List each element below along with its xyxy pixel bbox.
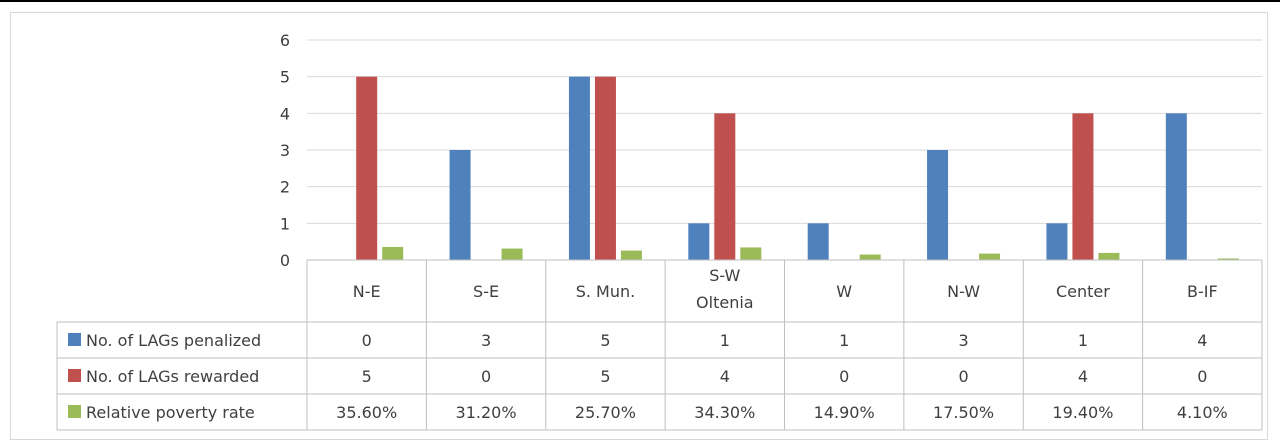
- bar-1-2: [594, 76, 616, 261]
- category-label: N-E: [353, 282, 381, 301]
- y-tick-label: 5: [280, 68, 290, 87]
- table-cell: 4: [1078, 367, 1088, 386]
- bar-1-6: [1072, 113, 1094, 260]
- y-tick-label: 3: [280, 141, 290, 160]
- legend-key-2: [68, 405, 81, 418]
- y-tick-label: 2: [280, 178, 290, 197]
- category-label: Oltenia: [696, 293, 754, 312]
- bar-2-5: [979, 253, 1001, 260]
- table-cell: 5: [600, 331, 610, 350]
- table-cell: 25.70%: [575, 403, 636, 422]
- table-cell: 14.90%: [814, 403, 875, 422]
- bar-0-6: [1046, 223, 1068, 260]
- bar-1-0: [356, 76, 378, 261]
- bar-2-6: [1098, 252, 1120, 260]
- bar-0-1: [449, 150, 471, 260]
- category-label: S-E: [473, 282, 499, 301]
- table-cell: 5: [600, 367, 610, 386]
- table-cell: 4.10%: [1177, 403, 1228, 422]
- bar-2-3: [740, 247, 762, 260]
- table-cell: 0: [839, 367, 849, 386]
- legend-key-0: [68, 333, 81, 346]
- bar-2-0: [382, 246, 404, 260]
- table-cell: 3: [958, 331, 968, 350]
- bar-2-2: [620, 250, 642, 260]
- category-label: S. Mun.: [576, 282, 636, 301]
- chart-frame: [10, 12, 1268, 440]
- category-label: N-W: [947, 282, 980, 301]
- table-cell: 17.50%: [933, 403, 994, 422]
- bar-0-3: [688, 223, 710, 260]
- table-cell: 1: [1078, 331, 1088, 350]
- table-cell: 4: [1197, 331, 1207, 350]
- table-cell: 0: [958, 367, 968, 386]
- table-cell: 0: [481, 367, 491, 386]
- series-name: No. of LAGs rewarded: [86, 367, 259, 386]
- category-label: Center: [1056, 282, 1110, 301]
- y-tick-label: 0: [280, 251, 290, 270]
- category-label: S-W: [709, 266, 740, 285]
- series-name: No. of LAGs penalized: [86, 331, 261, 350]
- table-cell: 3: [481, 331, 491, 350]
- category-label: W: [836, 282, 852, 301]
- bar-2-7: [1217, 258, 1239, 260]
- bar-0-7: [1165, 113, 1187, 260]
- table-cell: 1: [720, 331, 730, 350]
- legend-key-1: [68, 369, 81, 382]
- table-cell: 31.20%: [456, 403, 517, 422]
- bar-2-4: [859, 254, 881, 260]
- table-cell: 35.60%: [336, 403, 397, 422]
- y-tick-label: 4: [280, 104, 290, 123]
- bar-0-5: [927, 150, 949, 260]
- bar-1-3: [714, 113, 736, 260]
- bar-0-2: [568, 76, 590, 261]
- bar-0-4: [807, 223, 829, 260]
- series-name: Relative poverty rate: [86, 403, 255, 422]
- category-label: B-IF: [1187, 282, 1218, 301]
- y-tick-label: 6: [280, 31, 290, 50]
- table-cell: 5: [362, 367, 372, 386]
- table-cell: 19.40%: [1052, 403, 1113, 422]
- table-cell: 34.30%: [694, 403, 755, 422]
- table-cell: 0: [362, 331, 372, 350]
- table-cell: 4: [720, 367, 730, 386]
- bar-2-1: [501, 248, 523, 260]
- table-cell: 1: [839, 331, 849, 350]
- y-tick-label: 1: [280, 214, 290, 233]
- top-rule: [0, 0, 1280, 2]
- table-cell: 0: [1197, 367, 1207, 386]
